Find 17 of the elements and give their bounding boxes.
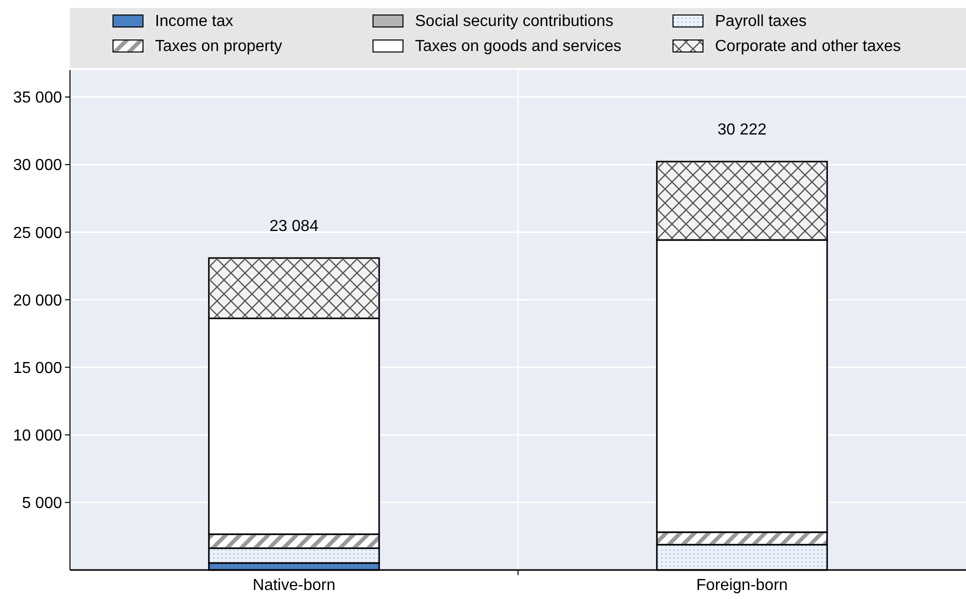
- y-tick-label: 10 000: [13, 427, 62, 444]
- legend-label: Social security contributions: [415, 13, 614, 30]
- y-tick-label: 30 000: [13, 157, 62, 174]
- legend-label: Corporate and other taxes: [715, 38, 901, 55]
- legend-label: Taxes on goods and services: [415, 38, 622, 55]
- y-tick-label: 15 000: [13, 360, 62, 377]
- x-tick-label: Native-born: [252, 577, 336, 594]
- y-tick-label: 20 000: [13, 292, 62, 310]
- y-tick-label: 25 000: [13, 224, 62, 242]
- total-label: 30 222: [718, 122, 767, 139]
- total-label: 23 084: [270, 218, 319, 236]
- x-tick-label: Foreign-born: [696, 577, 788, 594]
- y-tick-label: 35 000: [13, 90, 62, 107]
- legend-label: Payroll taxes: [715, 13, 807, 30]
- legend-label: Income tax: [155, 13, 234, 30]
- legend-label: Taxes on property: [155, 38, 282, 55]
- y-tick-label: 5 000: [22, 495, 62, 512]
